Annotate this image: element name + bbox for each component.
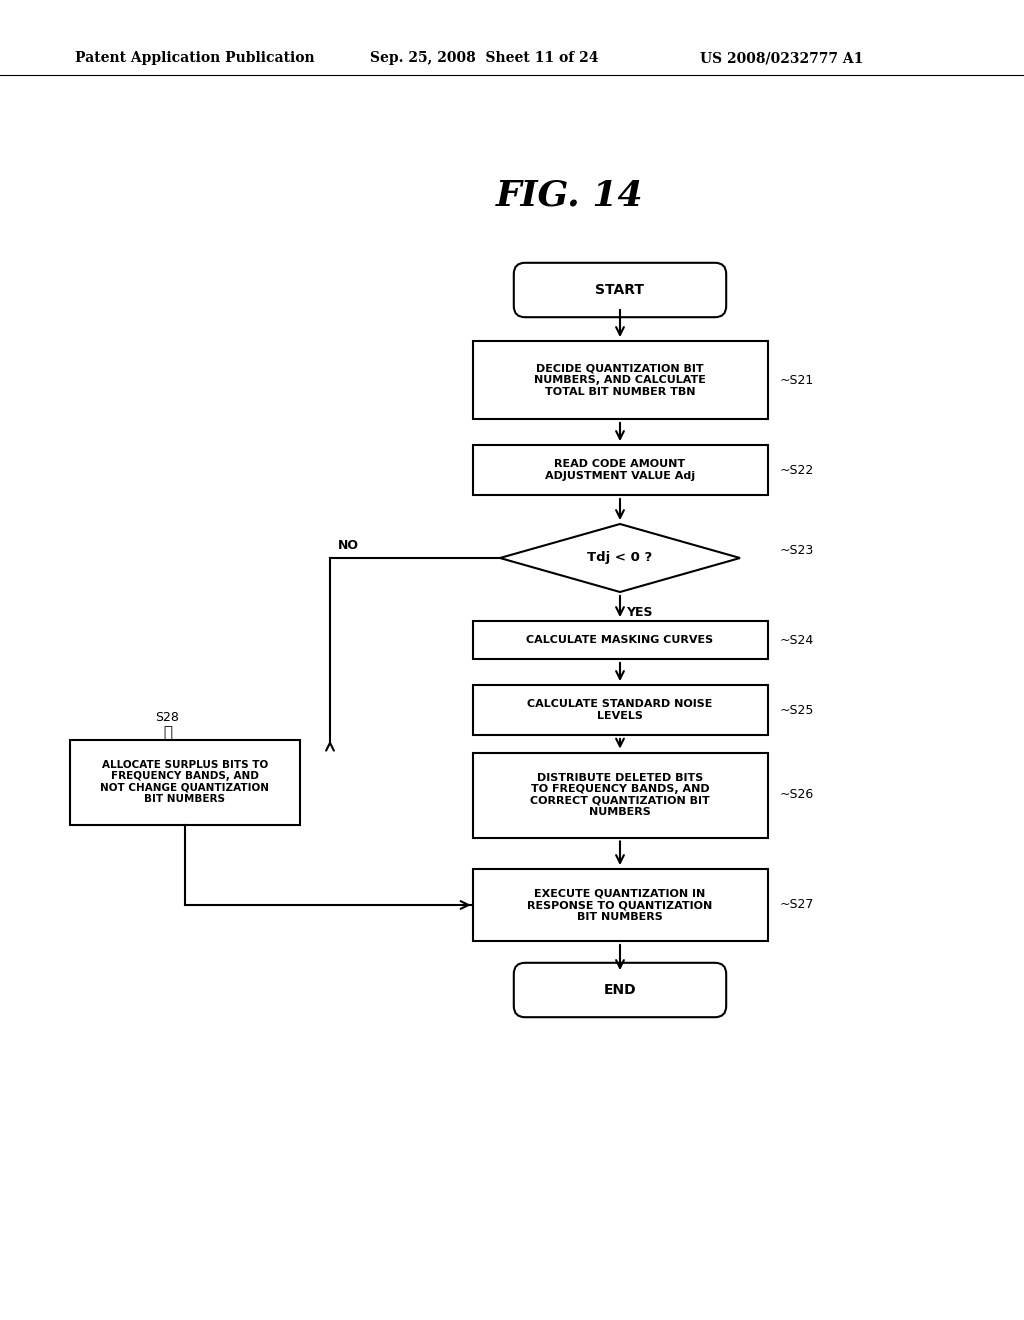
Bar	[472, 341, 768, 418]
Bar	[472, 445, 768, 495]
Text: START: START	[596, 282, 644, 297]
Text: YES: YES	[626, 606, 652, 619]
Text: READ CODE AMOUNT
ADJUSTMENT VALUE Adj: READ CODE AMOUNT ADJUSTMENT VALUE Adj	[545, 459, 695, 480]
Text: ~S26: ~S26	[779, 788, 814, 801]
Text: DISTRIBUTE DELETED BITS
TO FREQUENCY BANDS, AND
CORRECT QUANTIZATION BIT
NUMBERS: DISTRIBUTE DELETED BITS TO FREQUENCY BAN…	[530, 772, 710, 817]
FancyBboxPatch shape	[514, 263, 726, 317]
Text: CALCULATE STANDARD NOISE
LEVELS: CALCULATE STANDARD NOISE LEVELS	[527, 700, 713, 721]
Text: ~S24: ~S24	[779, 634, 814, 647]
Text: Tdj < 0 ?: Tdj < 0 ?	[588, 552, 652, 565]
Bar	[70, 739, 300, 825]
Text: US 2008/0232777 A1: US 2008/0232777 A1	[700, 51, 863, 65]
Bar	[472, 869, 768, 941]
Text: DECIDE QUANTIZATION BIT
NUMBERS, AND CALCULATE
TOTAL BIT NUMBER TBN: DECIDE QUANTIZATION BIT NUMBERS, AND CAL…	[535, 363, 706, 396]
Text: END: END	[604, 983, 636, 997]
Bar	[472, 685, 768, 735]
Text: CALCULATE MASKING CURVES: CALCULATE MASKING CURVES	[526, 635, 714, 645]
Text: ~S23: ~S23	[779, 544, 814, 557]
Text: ~S27: ~S27	[779, 899, 814, 912]
Text: NO: NO	[338, 539, 359, 552]
Text: ~S22: ~S22	[779, 463, 814, 477]
Text: ~S21: ~S21	[779, 374, 814, 387]
Text: ⤵: ⤵	[163, 723, 172, 739]
Polygon shape	[500, 524, 740, 591]
Text: ~S25: ~S25	[779, 704, 814, 717]
Bar	[472, 620, 768, 659]
Text: ALLOCATE SURPLUS BITS TO
FREQUENCY BANDS, AND
NOT CHANGE QUANTIZATION
BIT NUMBER: ALLOCATE SURPLUS BITS TO FREQUENCY BANDS…	[100, 759, 269, 804]
Text: S28: S28	[155, 711, 179, 723]
Text: Patent Application Publication: Patent Application Publication	[75, 51, 314, 65]
FancyBboxPatch shape	[514, 962, 726, 1018]
Bar	[472, 752, 768, 837]
Text: EXECUTE QUANTIZATION IN
RESPONSE TO QUANTIZATION
BIT NUMBERS: EXECUTE QUANTIZATION IN RESPONSE TO QUAN…	[527, 888, 713, 921]
Text: Sep. 25, 2008  Sheet 11 of 24: Sep. 25, 2008 Sheet 11 of 24	[370, 51, 598, 65]
Text: FIG. 14: FIG. 14	[497, 178, 644, 213]
